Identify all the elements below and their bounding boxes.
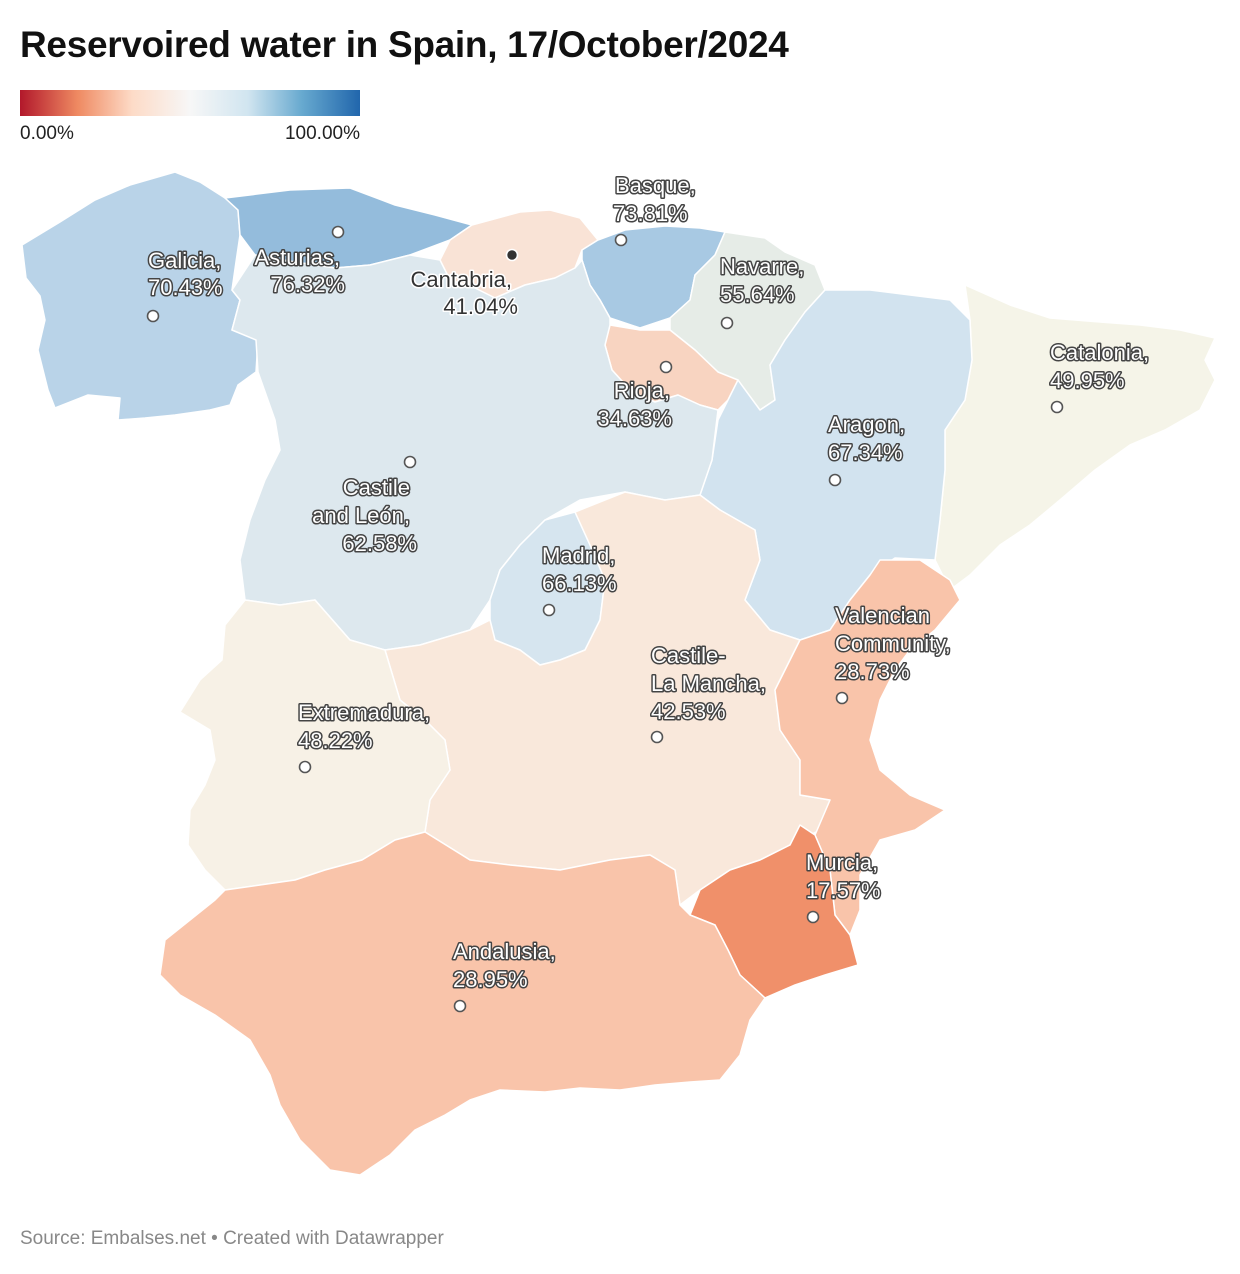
label-basque: Basque, 73.81% — [612, 172, 698, 228]
region-valencian-community[interactable] — [774, 559, 961, 936]
label-galicia-name: Galicia, — [148, 248, 221, 273]
label-navarre: Navarre, 55.64% — [719, 253, 806, 309]
label-madrid: Madrid, 66.13% — [541, 542, 619, 598]
label-valencian-community: Valencian Community, 28.73% — [834, 602, 953, 686]
label-cantabria-name: Cantabria, — [410, 267, 512, 292]
label-galicia-value: 70.43% — [148, 275, 223, 300]
legend-min-label: 0.00% — [20, 123, 74, 144]
marker-asturias[interactable] — [331, 225, 345, 239]
label-castile-la-mancha-line1: Castile- — [651, 643, 726, 668]
label-castile-la-mancha: Castile- La Mancha, 42.53% — [650, 642, 768, 726]
label-valencian-community-value: 28.73% — [835, 659, 910, 684]
region-galicia[interactable] — [21, 171, 259, 421]
label-andalusia-value: 28.95% — [453, 967, 528, 992]
label-asturias: Asturias, 76.32% — [253, 244, 347, 299]
label-castile-la-mancha-line2: La Mancha, — [651, 671, 766, 696]
label-valencian-community-line2: Community, — [835, 631, 951, 656]
label-catalonia: Catalonia, 49.95% — [1049, 339, 1151, 395]
marker-castile-and-leon[interactable] — [403, 455, 417, 469]
label-aragon-name: Aragon, — [828, 412, 905, 437]
legend-max-label: 100.00% — [284, 123, 360, 144]
label-andalusia-name: Andalusia, — [453, 939, 556, 964]
region-catalonia[interactable] — [934, 284, 1216, 591]
label-extremadura-value: 48.22% — [298, 728, 373, 753]
label-aragon: Aragon, 67.34% — [827, 411, 907, 467]
label-castile-and-leon-value: 62.58% — [342, 531, 417, 556]
label-galicia: Galicia, 70.43% — [147, 247, 225, 302]
label-andalusia: Andalusia, 28.95% — [452, 938, 558, 994]
label-cantabria-value: 41.04% — [443, 294, 518, 319]
label-basque-value: 73.81% — [613, 201, 688, 226]
label-castile-and-leon-line2: and León, — [312, 503, 410, 528]
label-navarre-name: Navarre, — [720, 254, 804, 279]
marker-galicia[interactable] — [146, 309, 160, 323]
marker-valencian-community[interactable] — [835, 691, 849, 705]
label-castile-and-leon: Castile and León, 62.58% — [311, 474, 419, 558]
region-castile-and-leon[interactable] — [231, 254, 719, 651]
marker-rioja[interactable] — [659, 360, 673, 374]
marker-extremadura[interactable] — [298, 760, 312, 774]
marker-aragon[interactable] — [828, 473, 842, 487]
legend-gradient-bar — [20, 90, 360, 116]
marker-catalonia[interactable] — [1050, 400, 1064, 414]
label-catalonia-name: Catalonia, — [1050, 340, 1149, 365]
label-extremadura: Extremadura, 48.22% — [297, 699, 432, 755]
label-asturias-name: Asturias, — [254, 245, 340, 270]
label-extremadura-name: Extremadura, — [298, 700, 430, 725]
marker-madrid[interactable] — [542, 603, 556, 617]
source-credit: Source: Embalses.net • Created with Data… — [20, 1228, 444, 1249]
label-catalonia-value: 49.95% — [1050, 368, 1125, 393]
label-rioja-value: 34.63% — [597, 406, 672, 431]
label-cantabria: Cantabria, 41.04% — [409, 266, 520, 321]
marker-navarre[interactable] — [720, 316, 734, 330]
label-aragon-value: 67.34% — [828, 440, 903, 465]
label-murcia: Murcia, 17.57% — [805, 849, 883, 905]
marker-andalusia[interactable] — [453, 999, 467, 1013]
label-murcia-name: Murcia, — [806, 850, 878, 875]
chart-title: Reservoired water in Spain, 17/October/2… — [20, 24, 789, 65]
label-castile-la-mancha-value: 42.53% — [651, 699, 726, 724]
label-madrid-value: 66.13% — [542, 571, 617, 596]
label-navarre-value: 55.64% — [720, 282, 795, 307]
marker-murcia[interactable] — [806, 910, 820, 924]
label-basque-name: Basque, — [615, 173, 696, 198]
label-asturias-value: 76.32% — [270, 272, 345, 297]
label-valencian-community-line1: Valencian — [835, 603, 930, 628]
marker-cantabria[interactable] — [505, 248, 519, 262]
label-rioja-name: Rioja, — [614, 378, 670, 403]
label-murcia-value: 17.57% — [806, 878, 881, 903]
marker-basque[interactable] — [614, 233, 628, 247]
marker-castile-la-mancha[interactable] — [650, 730, 664, 744]
label-madrid-name: Madrid, — [542, 543, 615, 568]
label-rioja: Rioja, 34.63% — [596, 377, 674, 433]
color-legend: 0.00% 100.00% — [20, 90, 360, 145]
label-castile-and-leon-line1: Castile — [343, 475, 410, 500]
